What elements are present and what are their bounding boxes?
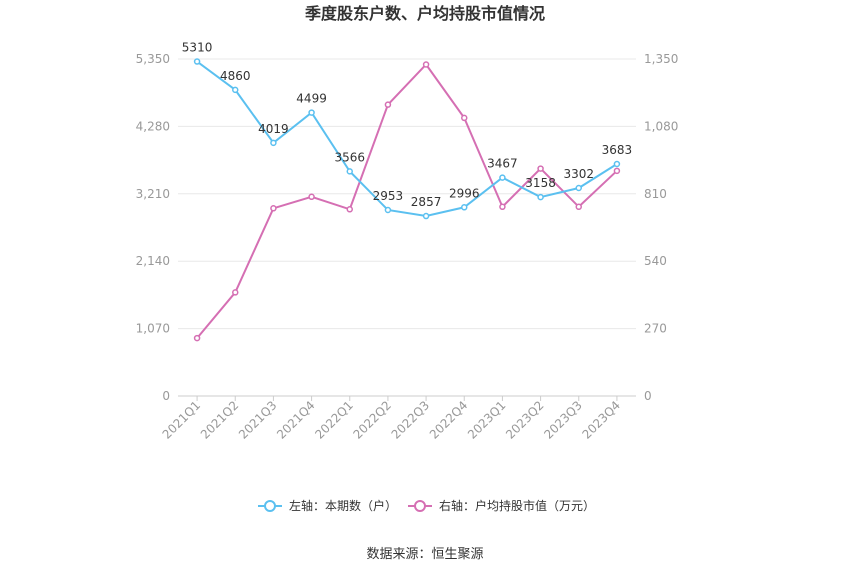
point-left-series [308, 109, 315, 116]
source-note: 数据来源：恒生聚源 [366, 547, 483, 562]
point-left-series [232, 86, 239, 94]
point-right-series [232, 289, 239, 296]
data-labels: 5310 4860 4019 4499 3566 2953 2857 2996 3467 3158… [182, 41, 632, 210]
point-left-series [613, 160, 621, 168]
point-right-series [613, 167, 621, 175]
point-right-series [346, 206, 353, 213]
data-label: 3158 [525, 176, 556, 190]
x-tick-label: 2021Q4 [274, 398, 318, 442]
left-tick-label: 4,280 [136, 119, 170, 133]
right-tick-label: 1,080 [644, 119, 678, 133]
point-left-series [461, 204, 468, 211]
left-tick-label: 5,350 [136, 52, 170, 66]
point-right-series [422, 61, 430, 68]
data-label: 4860 [220, 69, 251, 83]
x-tick-label: 2023Q3 [541, 398, 585, 442]
left-tick-label: 2,140 [136, 254, 170, 268]
legend-right-label: 右轴：户均持股市值（万元） [439, 498, 595, 513]
series-layer [193, 58, 621, 342]
point-right-series [308, 193, 315, 201]
point-left-series [346, 168, 353, 175]
point-right-series [270, 205, 277, 212]
legend-left-label: 左轴：本期数（户） [289, 498, 397, 513]
legend-right-swatch-marker [414, 500, 426, 512]
legend-item-left-series[interactable]: 左轴：本期数（户） [258, 498, 397, 513]
data-label: 5310 [182, 41, 213, 55]
data-label: 3566 [334, 150, 365, 164]
point-right-series [193, 334, 201, 342]
data-label: 4019 [258, 122, 289, 136]
point-right-series [499, 203, 506, 211]
point-right-series [384, 101, 392, 108]
point-left-series [499, 174, 506, 181]
grid [178, 58, 636, 397]
chart-title: 季度股东户数、户均持股市值情况 [304, 4, 545, 23]
data-label: 3302 [563, 167, 594, 181]
line-left-series [196, 60, 618, 218]
x-tick-label: 2021Q2 [198, 398, 242, 442]
legend: 左轴：本期数（户） 右轴：户均持股市值（万元） [258, 498, 595, 513]
point-left-series [575, 184, 582, 192]
data-label: 2996 [449, 186, 480, 200]
left-axis: 0 1,070 2,140 3,210 4,280 5,350 [136, 52, 170, 403]
point-right-series [461, 114, 468, 122]
x-tick-label: 2021Q1 [160, 398, 204, 442]
data-label: 3683 [602, 143, 633, 157]
x-tick-label: 2022Q1 [312, 398, 356, 442]
x-axis: 2021Q12021Q22021Q32021Q42022Q12022Q22022… [160, 396, 623, 442]
point-left-series [384, 206, 392, 214]
right-tick-label: 540 [644, 254, 667, 268]
x-tick-label: 2021Q3 [236, 398, 280, 442]
left-tick-label: 0 [162, 389, 170, 403]
legend-left-swatch-marker [264, 500, 276, 512]
left-tick-label: 3,210 [136, 187, 170, 201]
point-left-series [537, 193, 544, 201]
x-tick-label: 2022Q3 [389, 398, 433, 442]
right-tick-label: 270 [644, 322, 667, 336]
x-tick-label: 2022Q2 [350, 398, 394, 442]
x-tick-label: 2022Q4 [427, 398, 471, 442]
point-left-series [270, 139, 277, 147]
right-tick-label: 0 [644, 389, 652, 403]
right-axis: 0 270 540 810 1,080 1,350 [644, 52, 678, 403]
left-tick-label: 1,070 [136, 322, 170, 336]
x-tick-label: 2023Q1 [465, 398, 509, 442]
x-tick-label: 2023Q4 [579, 398, 623, 442]
data-label: 4499 [296, 92, 327, 106]
point-right-series [575, 203, 582, 211]
right-tick-label: 1,350 [644, 52, 678, 66]
legend-item-right-series[interactable]: 右轴：户均持股市值（万元） [408, 498, 595, 513]
right-tick-label: 810 [644, 187, 667, 201]
line-right-series [196, 62, 618, 339]
x-tick-label: 2023Q2 [503, 398, 547, 442]
point-right-series [537, 165, 544, 172]
point-left-series [422, 212, 430, 220]
data-label: 3467 [487, 157, 518, 171]
data-label: 2857 [411, 195, 442, 209]
data-label: 2953 [373, 189, 404, 203]
point-left-series [193, 58, 201, 65]
